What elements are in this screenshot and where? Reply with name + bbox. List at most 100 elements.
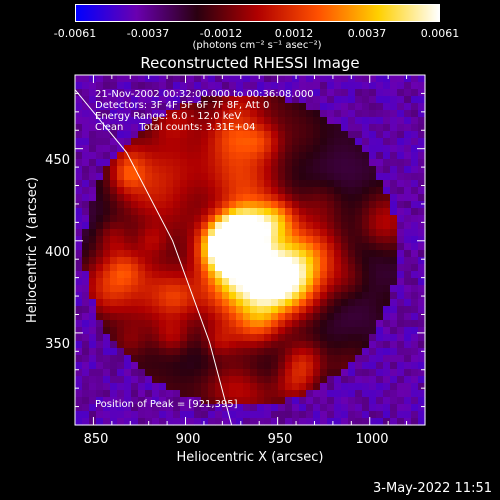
- heatmap-cell: [411, 187, 419, 195]
- heatmap-cell: [222, 131, 230, 139]
- heatmap-cell: [194, 278, 202, 286]
- heatmap-cell: [355, 201, 363, 209]
- heatmap-cell: [327, 173, 335, 181]
- heatmap-cell: [306, 110, 314, 118]
- heatmap-cell: [243, 320, 251, 328]
- heatmap-cell: [404, 166, 412, 174]
- heatmap-cell: [166, 397, 174, 405]
- heatmap-cell: [117, 348, 125, 356]
- heatmap-cell: [236, 173, 244, 181]
- heatmap-cell: [194, 82, 202, 90]
- heatmap-cell: [145, 362, 153, 370]
- heatmap-cell: [222, 173, 230, 181]
- heatmap-cell: [82, 222, 90, 230]
- heatmap-cell: [404, 138, 412, 146]
- heatmap-cell: [313, 404, 321, 412]
- heatmap-cell: [341, 397, 349, 405]
- heatmap-cell: [89, 278, 97, 286]
- heatmap-cell: [397, 376, 405, 384]
- heatmap-cell: [404, 334, 412, 342]
- heatmap-cell: [306, 271, 314, 279]
- heatmap-cell: [138, 96, 146, 104]
- heatmap-cell: [313, 166, 321, 174]
- heatmap-cell: [341, 124, 349, 132]
- heatmap-cell: [152, 376, 160, 384]
- heatmap-cell: [201, 397, 209, 405]
- heatmap-cell: [173, 376, 181, 384]
- heatmap-cell: [215, 348, 223, 356]
- heatmap-cell: [96, 285, 104, 293]
- heatmap-cell: [173, 180, 181, 188]
- heatmap-cell: [313, 222, 321, 230]
- heatmap-cell: [271, 138, 279, 146]
- heatmap-cell: [138, 236, 146, 244]
- heatmap-cell: [362, 222, 370, 230]
- heatmap-cell: [327, 306, 335, 314]
- heatmap-cell: [299, 411, 307, 419]
- heatmap-cell: [166, 96, 174, 104]
- heatmap-cell: [404, 131, 412, 139]
- heatmap-cell: [138, 222, 146, 230]
- heatmap-cell: [397, 159, 405, 167]
- heatmap-cell: [313, 369, 321, 377]
- heatmap-cell: [173, 89, 181, 97]
- x-tick-label: 850: [84, 432, 109, 447]
- heatmap-cell: [369, 264, 377, 272]
- heatmap-cell: [348, 103, 356, 111]
- heatmap-cell: [278, 348, 286, 356]
- heatmap-cell: [341, 257, 349, 265]
- heatmap-cell: [180, 166, 188, 174]
- heatmap-cell: [222, 362, 230, 370]
- heatmap-cell: [166, 313, 174, 321]
- heatmap-cell: [362, 348, 370, 356]
- heatmap-cell: [411, 369, 419, 377]
- heatmap-cell: [334, 390, 342, 398]
- heatmap-cell: [250, 229, 258, 237]
- heatmap-cell: [383, 250, 391, 258]
- heatmap-cell: [306, 278, 314, 286]
- heatmap-cell: [166, 180, 174, 188]
- heatmap-cell: [313, 215, 321, 223]
- heatmap-cell: [138, 285, 146, 293]
- heatmap-cell: [194, 383, 202, 391]
- heatmap-cell: [215, 334, 223, 342]
- heatmap-cell: [180, 236, 188, 244]
- heatmap-cell: [208, 355, 216, 363]
- heatmap-cell: [215, 383, 223, 391]
- heatmap-cell: [110, 103, 118, 111]
- heatmap-cell: [362, 145, 370, 153]
- heatmap-cell: [397, 152, 405, 160]
- heatmap-cell: [215, 243, 223, 251]
- heatmap-cell: [124, 299, 132, 307]
- heatmap-cell: [208, 271, 216, 279]
- annotation-time: 21-Nov-2002 00:32:00.000 to 00:36:08.000: [95, 89, 314, 100]
- heatmap-cell: [348, 124, 356, 132]
- heatmap-cell: [313, 348, 321, 356]
- heatmap-cell: [264, 152, 272, 160]
- heatmap-cell: [397, 75, 405, 83]
- heatmap-cell: [229, 320, 237, 328]
- heatmap-cell: [229, 159, 237, 167]
- heatmap-cell: [334, 180, 342, 188]
- heatmap-cell: [103, 187, 111, 195]
- heatmap-cell: [376, 369, 384, 377]
- heatmap-cell: [369, 271, 377, 279]
- heatmap-cell: [222, 75, 230, 83]
- heatmap-cell: [278, 313, 286, 321]
- heatmap-cell: [229, 411, 237, 419]
- heatmap-cell: [89, 82, 97, 90]
- heatmap-cell: [362, 320, 370, 328]
- heatmap-cell: [285, 292, 293, 300]
- heatmap-cell: [194, 229, 202, 237]
- heatmap-cell: [418, 299, 426, 307]
- heatmap-cell: [313, 320, 321, 328]
- heatmap-cell: [369, 383, 377, 391]
- heatmap-cell: [404, 264, 412, 272]
- heatmap-cell: [229, 397, 237, 405]
- heatmap-cell: [383, 285, 391, 293]
- heatmap-cell: [404, 320, 412, 328]
- heatmap-cell: [278, 131, 286, 139]
- heatmap-cell: [96, 124, 104, 132]
- heatmap-cell: [362, 313, 370, 321]
- heatmap-cell: [229, 103, 237, 111]
